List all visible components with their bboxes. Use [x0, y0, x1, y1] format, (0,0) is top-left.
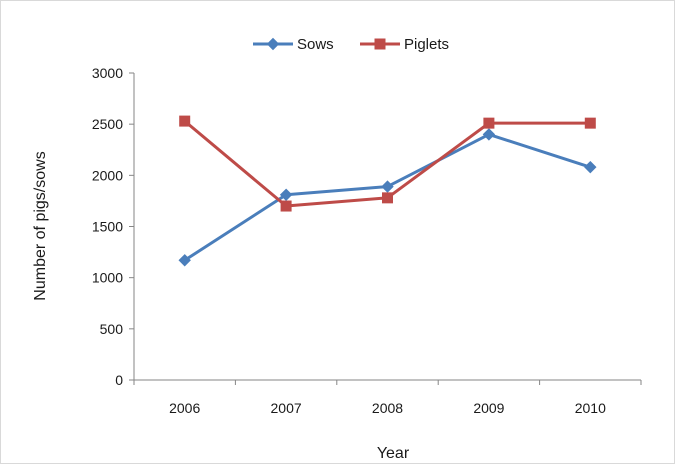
sows-point [482, 128, 496, 141]
piglets-point [483, 117, 495, 129]
legend-label: Piglets [404, 36, 449, 53]
y-tick-label: 2000 [92, 167, 123, 183]
sows-point [584, 160, 597, 174]
sows-point [279, 188, 293, 201]
x-axis-title: Year [377, 445, 410, 462]
y-axis-ticks: 0 500 1000 1500 2000 2500 3000 [92, 65, 134, 388]
piglets-point [382, 192, 393, 204]
piglets-point [179, 115, 191, 127]
legend: Sows Piglets [253, 36, 449, 53]
piglets-point [280, 200, 292, 212]
y-axis-title: Number of pigs/sows [32, 151, 49, 300]
legend-label: Sows [297, 36, 334, 53]
y-tick-label: 2500 [92, 116, 123, 132]
series-layer [178, 115, 597, 267]
y-tick-label: 0 [115, 372, 123, 388]
series-piglets [179, 115, 596, 212]
y-tick-label: 3000 [92, 65, 123, 81]
y-tick-label: 1500 [92, 219, 123, 235]
legend-swatch-marker [374, 38, 386, 50]
x-tick-label: 2009 [473, 400, 504, 416]
x-tick-label: 2010 [575, 400, 606, 416]
sows-point [381, 180, 394, 193]
x-axis-ticks: 2006 2007 2008 2009 2010 [133, 380, 642, 416]
y-tick-label: 500 [100, 321, 124, 337]
x-tick-label: 2007 [271, 400, 302, 416]
sows-point [178, 254, 191, 267]
x-tick-label: 2006 [169, 400, 200, 416]
x-tick-label: 2008 [372, 400, 403, 416]
piglets-point [584, 117, 596, 129]
legend-item-piglets: Piglets [360, 36, 449, 53]
y-tick-label: 1000 [92, 270, 123, 286]
series-sows [178, 128, 597, 267]
legend-item-sows: Sows [253, 36, 334, 53]
legend-swatch-marker [266, 37, 280, 51]
